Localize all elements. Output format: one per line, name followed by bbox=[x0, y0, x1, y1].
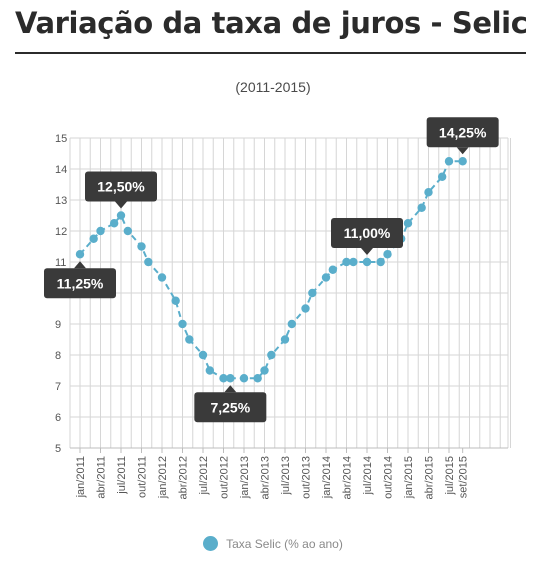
data-point bbox=[219, 374, 228, 383]
y-tick-label: 9 bbox=[55, 319, 61, 331]
data-point bbox=[444, 157, 454, 166]
x-tick-label: jan/2012 bbox=[157, 456, 169, 499]
y-tick-label: 11 bbox=[55, 257, 66, 269]
data-point bbox=[403, 219, 413, 228]
data-point bbox=[383, 250, 392, 259]
data-label: 14,25% bbox=[439, 124, 487, 140]
x-tick-label: abr/2015 bbox=[424, 456, 436, 499]
data-point bbox=[458, 157, 467, 166]
data-point bbox=[424, 188, 433, 197]
callout-box bbox=[85, 171, 157, 202]
callout-box bbox=[331, 218, 403, 248]
x-tick-label: jan/2013 bbox=[239, 456, 251, 499]
data-point bbox=[267, 350, 276, 360]
callout-pointer bbox=[361, 248, 373, 255]
callout-pointer bbox=[115, 201, 127, 209]
x-tick-label: abr/2012 bbox=[178, 456, 190, 499]
callout-box bbox=[44, 268, 116, 299]
legend[interactable]: Taxa Selic (% ao ano) bbox=[0, 536, 546, 552]
data-point bbox=[109, 219, 119, 228]
data-label-callout: 11,00% bbox=[331, 218, 403, 255]
data-point bbox=[205, 366, 215, 375]
x-tick-label: abr/2013 bbox=[260, 456, 272, 499]
y-tick-label: 7 bbox=[55, 381, 61, 393]
y-tick-label: 15 bbox=[55, 133, 67, 145]
x-tick-label: jan/2014 bbox=[321, 456, 333, 499]
y-tick-label: 12 bbox=[55, 226, 67, 238]
data-label: 12,50% bbox=[97, 179, 145, 195]
y-tick-label: 13 bbox=[55, 195, 67, 207]
data-label: 11,25% bbox=[57, 275, 104, 291]
x-tick-label: jul/2013 bbox=[280, 456, 292, 496]
data-point bbox=[226, 374, 235, 383]
data-point bbox=[417, 203, 426, 212]
callout-pointer bbox=[456, 147, 469, 155]
callout-box bbox=[426, 117, 499, 148]
y-tick-label: 6 bbox=[55, 412, 61, 424]
data-point bbox=[123, 226, 133, 236]
data-point bbox=[116, 211, 126, 220]
data-point bbox=[75, 250, 85, 259]
data-point bbox=[342, 257, 351, 267]
x-tick-label: out/2011 bbox=[137, 456, 149, 498]
data-point bbox=[89, 234, 98, 243]
callout-pointer bbox=[224, 385, 237, 393]
x-tick-label: jan/2015 bbox=[403, 456, 415, 499]
x-tick-label: jul/2012 bbox=[198, 456, 210, 496]
x-tick-label: abr/2011 bbox=[96, 456, 108, 499]
x-tick-label: out/2014 bbox=[383, 456, 395, 499]
line-chart: 56789101112131415jan/2011abr/2011jul/201… bbox=[44, 117, 511, 499]
data-point bbox=[349, 257, 358, 267]
chart-title: Variação da taxa de juros - Selic bbox=[15, 6, 528, 40]
data-point bbox=[328, 265, 338, 274]
x-tick-label: jul/2015 bbox=[444, 456, 456, 496]
data-point bbox=[185, 335, 194, 344]
data-point bbox=[287, 319, 297, 329]
data-point bbox=[321, 273, 331, 282]
data-label-callout: 12,50% bbox=[85, 171, 157, 209]
data-point bbox=[301, 304, 310, 313]
data-point bbox=[260, 366, 269, 375]
data-label: 11,00% bbox=[344, 225, 391, 241]
data-point bbox=[137, 242, 146, 251]
data-point bbox=[253, 374, 262, 383]
x-tick-label: out/2013 bbox=[301, 456, 313, 499]
x-tick-label: jan/2011 bbox=[75, 456, 87, 498]
data-point bbox=[171, 296, 180, 305]
data-point bbox=[144, 257, 153, 267]
data-point bbox=[96, 226, 105, 236]
x-tick-label: abr/2014 bbox=[342, 456, 354, 499]
x-tick-label: jul/2014 bbox=[362, 456, 374, 496]
legend-marker-icon bbox=[203, 536, 219, 552]
data-label-callout: 14,25% bbox=[426, 117, 499, 155]
y-tick-label: 14 bbox=[55, 164, 67, 176]
data-point bbox=[239, 374, 249, 383]
callout-pointer bbox=[74, 261, 86, 269]
data-point bbox=[178, 319, 187, 329]
data-label-callout: 11,25% bbox=[44, 261, 116, 299]
title-underline bbox=[15, 52, 526, 54]
y-tick-label: 8 bbox=[55, 350, 61, 362]
callout-box bbox=[194, 392, 267, 423]
data-point bbox=[362, 257, 372, 267]
data-point bbox=[308, 288, 317, 298]
data-point bbox=[198, 350, 208, 360]
legend-label: Taxa Selic (% ao ano) bbox=[226, 536, 343, 551]
x-tick-label: out/2012 bbox=[219, 456, 231, 499]
data-label: 7,25% bbox=[210, 399, 250, 415]
data-label-callout: 7,25% bbox=[194, 385, 267, 423]
x-tick-label: set/2015 bbox=[458, 456, 470, 498]
x-tick-label: jul/2011 bbox=[116, 456, 128, 495]
data-point bbox=[437, 172, 447, 181]
chart-subtitle: (2011-2015) bbox=[235, 79, 311, 95]
data-point bbox=[157, 273, 167, 282]
data-point bbox=[376, 257, 385, 267]
data-point bbox=[280, 335, 290, 344]
y-tick-label: 5 bbox=[55, 443, 61, 455]
